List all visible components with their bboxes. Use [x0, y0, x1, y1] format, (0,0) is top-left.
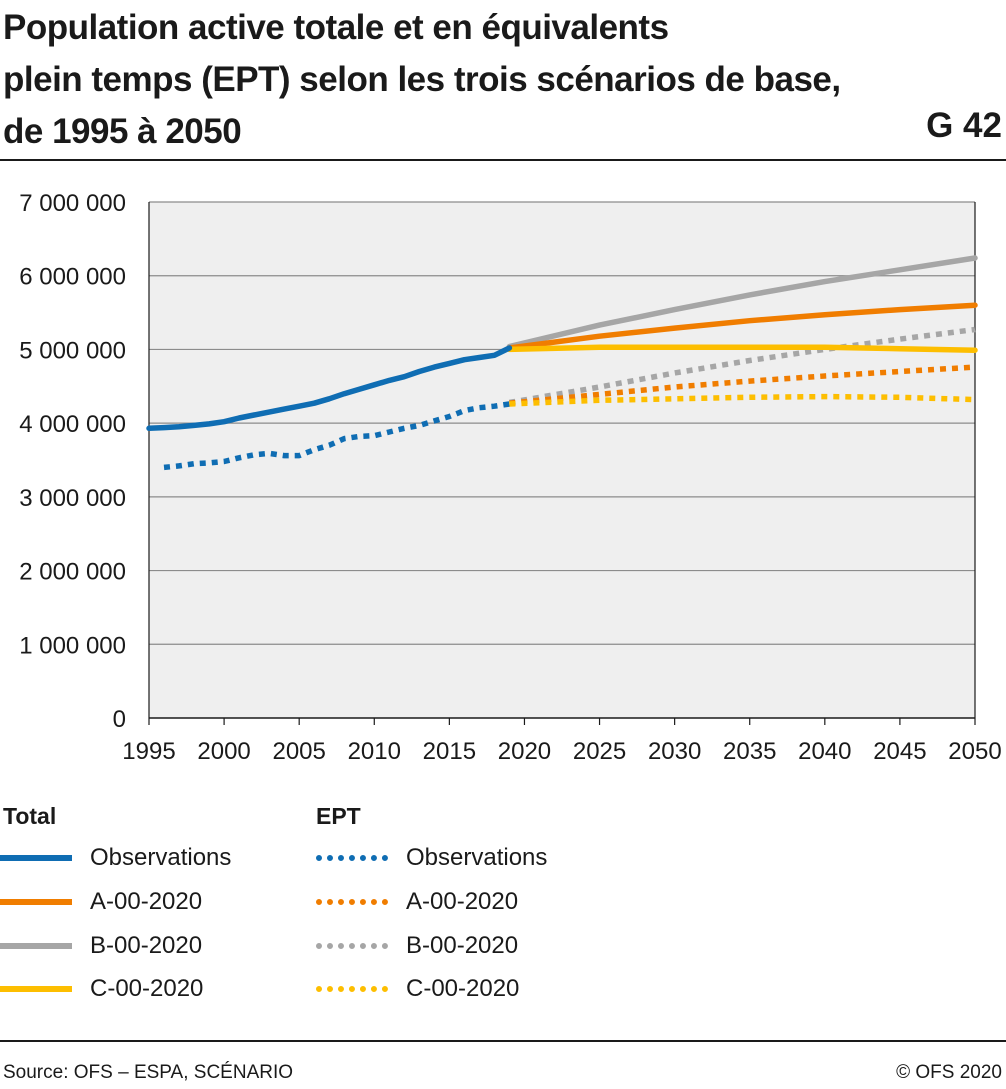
legend-heading-ept: EPT: [316, 803, 361, 829]
x-tick-label: 2035: [723, 738, 776, 765]
series-line-ept-a-00-2020: [509, 364, 976, 406]
legend-item-ept-a: A-00-2020: [316, 887, 518, 917]
legend-item-ept-b: B-00-2020: [316, 931, 518, 961]
footer-divider: [0, 1040, 1006, 1042]
x-tick-label: 2005: [272, 738, 325, 765]
x-tick-label: 2040: [798, 738, 851, 765]
chart-title: Population active totale et en équivalen…: [3, 2, 933, 158]
legend-swatch: [316, 855, 388, 861]
series-line-ept-c-00-2020: [509, 393, 976, 407]
x-tick-label: 2020: [498, 738, 551, 765]
legend-swatch: [0, 855, 72, 861]
legend-label: C-00-2020: [90, 975, 204, 1002]
y-tick-label: 3 000 000: [19, 485, 126, 512]
chart-code: G 42: [926, 106, 1002, 145]
legend-swatch: [316, 899, 388, 905]
copyright-note: © OFS 2020: [896, 1062, 1002, 1083]
legend-label: A-00-2020: [90, 888, 203, 915]
y-tick-label: 5 000 000: [19, 337, 126, 364]
chart-plot: 0 1 000 000 2 000 000 3 000 000 4 000 000 5 0…: [19, 190, 1001, 765]
series-line-ept-b-00-2020: [508, 326, 976, 406]
legend-item-total-c: C-00-2020: [0, 974, 203, 1004]
legend-label: Observations: [90, 844, 232, 871]
legend-item-ept-observations: Observations: [316, 843, 547, 873]
y-tick-label: 7 000 000: [19, 190, 126, 217]
legend-item-total-a: A-00-2020: [0, 887, 202, 917]
series-line-total-observations: [146, 345, 513, 432]
legend-label: C-00-2020: [406, 975, 520, 1002]
legend-swatch: [316, 943, 388, 949]
series-line-total-b-00-2020: [506, 255, 978, 350]
legend-swatch: [0, 986, 72, 992]
x-tick-label: 2045: [873, 738, 926, 765]
legend-item-ept-c: C-00-2020: [316, 974, 519, 1004]
x-tick-label: 2015: [423, 738, 476, 765]
legend-label: A-00-2020: [406, 888, 519, 915]
y-tick-label: 4 000 000: [19, 411, 126, 438]
chart-title-line-1: Population active totale et en équivalen…: [3, 8, 669, 47]
x-tick-label: 2025: [573, 738, 626, 765]
y-tick-label: 6 000 000: [19, 264, 126, 291]
x-tick-label: 2030: [648, 738, 701, 765]
chart-title-line-3: de 1995 à 2050: [3, 112, 242, 151]
legend-swatch: [0, 943, 72, 949]
plot-background: [149, 202, 975, 718]
legend-heading-total: Total: [3, 803, 57, 829]
chart-title-line-2: plein temps (EPT) selon les trois scénar…: [3, 60, 841, 99]
series-line-total-a-00-2020: [506, 302, 978, 351]
legend-swatch: [0, 899, 72, 905]
title-divider: [0, 159, 1006, 161]
x-tick-label: 2050: [948, 738, 1001, 765]
y-tick-label: 2 000 000: [19, 559, 126, 586]
series-line-total-c-00-2020: [506, 344, 978, 353]
legend-label: B-00-2020: [90, 932, 203, 959]
x-tick-label: 2000: [197, 738, 250, 765]
source-note: Source: OFS – ESPA, SCÉNARIO: [3, 1062, 294, 1083]
legend-item-total-observations: Observations: [0, 843, 231, 873]
legend-label: Observations: [406, 844, 548, 871]
y-tick-label: 0: [113, 706, 126, 733]
legend-swatch: [316, 986, 388, 992]
x-tick-label: 1995: [122, 738, 175, 765]
legend-label: B-00-2020: [406, 932, 519, 959]
x-tick-label: 2010: [348, 738, 401, 765]
legend-item-total-b: B-00-2020: [0, 931, 202, 961]
y-tick-label: 1 000 000: [19, 632, 126, 659]
